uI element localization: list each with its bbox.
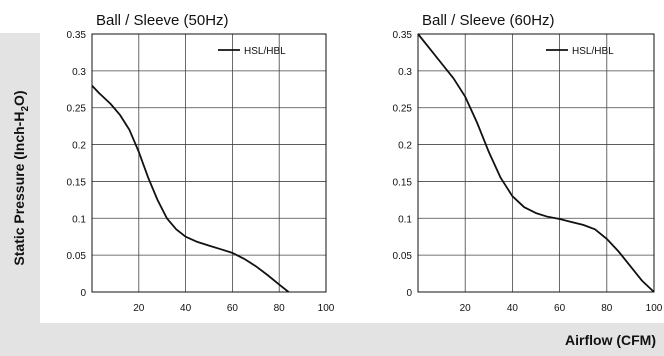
chart1-legend-label: HSL/HBL bbox=[244, 46, 286, 57]
chart2-y-tick-label: 0.35 bbox=[393, 30, 413, 41]
chart2-x-tick-label: 20 bbox=[460, 303, 472, 314]
chart1-y-tick-label: 0.15 bbox=[67, 177, 87, 188]
chart1-x-tick-label: 80 bbox=[274, 303, 286, 314]
chart1-y-tick-label: 0.1 bbox=[72, 214, 86, 225]
chart2-y-tick-label: 0.3 bbox=[398, 67, 412, 78]
chart2-x-tick-label: 80 bbox=[601, 303, 613, 314]
chart2-x-tick-label: 40 bbox=[507, 303, 519, 314]
chart1-title: Ball / Sleeve (50Hz) bbox=[96, 12, 229, 29]
chart1-x-tick-label: 20 bbox=[133, 303, 145, 314]
chart2-y-tick-label: 0.25 bbox=[393, 104, 413, 115]
chart1-x-tick-label: 40 bbox=[180, 303, 192, 314]
chart1-series-line bbox=[91, 84, 290, 293]
chart2-y-tick-label: 0.15 bbox=[393, 177, 413, 188]
chart2-y-tick-label: 0.05 bbox=[393, 251, 413, 262]
chart1-x-tick-label: 100 bbox=[318, 303, 335, 314]
chart2-y-tick-label: 0.2 bbox=[398, 141, 412, 152]
chart1-y-tick-label: 0.3 bbox=[72, 67, 86, 78]
chart1-y-tick-label: 0.2 bbox=[72, 141, 86, 152]
chart2-legend-label: HSL/HBL bbox=[572, 46, 614, 57]
chart2-y-tick-label: 0 bbox=[406, 288, 412, 299]
chart2-y-tick-label: 0.1 bbox=[398, 214, 412, 225]
x-axis-label: Airflow (CFM) bbox=[565, 332, 656, 348]
chart1-x-tick-label: 60 bbox=[227, 303, 239, 314]
y-axis-label-band bbox=[0, 33, 40, 323]
chart1-y-tick-label: 0 bbox=[80, 288, 86, 299]
x-axis-label-band bbox=[0, 323, 664, 356]
chart2-plot-frame bbox=[417, 33, 655, 293]
chart1-y-tick-label: 0.05 bbox=[67, 251, 87, 262]
chart1-plot-frame bbox=[91, 33, 327, 293]
chart2-x-tick-label: 100 bbox=[646, 303, 663, 314]
chart1-y-tick-label: 0.35 bbox=[67, 30, 87, 41]
chart2-title: Ball / Sleeve (60Hz) bbox=[422, 12, 555, 29]
chart1-y-tick-label: 0.25 bbox=[67, 104, 87, 115]
chart2-series-line bbox=[417, 33, 655, 293]
chart2-x-tick-label: 60 bbox=[554, 303, 566, 314]
